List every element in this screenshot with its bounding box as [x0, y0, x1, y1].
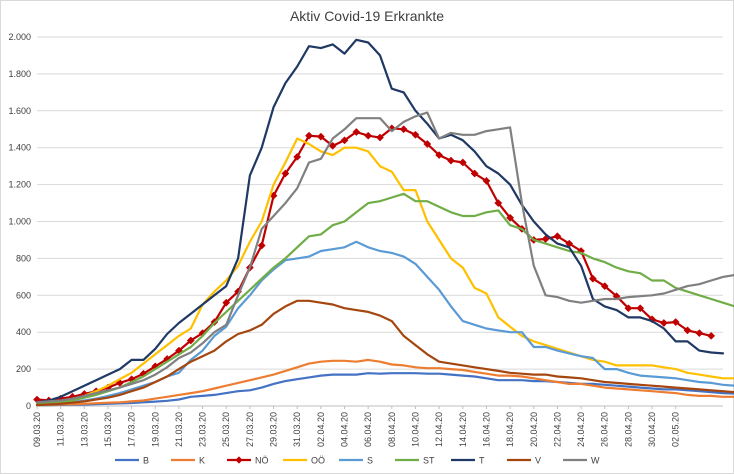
x-tick-label: 06.04.20	[363, 412, 373, 447]
y-tick-label: 800	[16, 253, 31, 263]
legend-label-S: S	[367, 456, 373, 466]
y-tick-label: 0	[26, 401, 31, 411]
series-line-W	[35, 111, 734, 404]
x-tick-label: 02.05.20	[671, 412, 681, 447]
legend-label-OÖ: OÖ	[311, 456, 325, 466]
y-tick-label: 200	[16, 364, 31, 374]
data-point-NÖ	[553, 232, 562, 241]
x-tick-label: 17.03.20	[127, 412, 137, 447]
data-point-NÖ	[624, 304, 633, 313]
data-point-NÖ	[293, 152, 302, 161]
data-point-NÖ	[376, 133, 384, 142]
y-tick-label: 1.800	[8, 69, 31, 79]
series-line-OÖ	[35, 137, 734, 406]
x-tick-label: 21.03.20	[174, 412, 184, 447]
chart-title: Aktiv Covid-19 Erkrankte	[289, 8, 445, 24]
x-tick-label: 04.04.20	[340, 412, 350, 447]
data-point-NÖ	[659, 319, 668, 327]
data-point-NÖ	[494, 199, 503, 208]
x-tick-label: 02.04.20	[316, 412, 326, 447]
data-point-NÖ	[636, 304, 645, 313]
data-point-NÖ	[482, 176, 491, 185]
y-axis: 0 200 400 600 800 1.000 1.200 1.400 1.600 1.800 2.…	[8, 32, 31, 411]
legend-label-K: K	[199, 456, 205, 466]
data-point-NÖ	[447, 156, 455, 165]
x-axis: 09.03.20 11.03.20 13.03.20 15.03.20 17.03.20…	[32, 406, 681, 447]
data-point-NÖ	[648, 315, 656, 324]
x-tick-label: 11.03.20	[56, 412, 66, 446]
x-tick-label: 20.04.20	[529, 412, 539, 447]
y-tick-label: 1.400	[8, 143, 31, 153]
legend-marker-NÖ	[235, 456, 243, 464]
x-tick-label: 29.03.20	[269, 412, 279, 447]
x-tick-label: 09.03.20	[32, 412, 42, 447]
legend-label-ST: ST	[423, 456, 435, 466]
data-point-NÖ	[506, 213, 515, 222]
data-point-NÖ	[423, 140, 432, 148]
legend-label-W: W	[591, 456, 600, 466]
y-tick-label: 400	[16, 327, 31, 337]
data-point-NÖ	[364, 131, 373, 140]
x-tick-label: 19.03.20	[150, 412, 160, 447]
x-tick-label: 10.04.20	[410, 412, 420, 447]
series-line-NÖ	[35, 127, 713, 402]
y-tick-label: 1.600	[8, 106, 31, 116]
data-point-NÖ	[435, 151, 444, 160]
data-point-NÖ	[316, 132, 325, 141]
x-tick-label: 24.04.20	[576, 412, 586, 447]
data-point-NÖ	[411, 130, 420, 139]
x-tick-label: 25.03.20	[221, 412, 231, 447]
gridlines	[37, 36, 723, 407]
x-tick-label: 18.04.20	[505, 412, 515, 447]
data-point-NÖ	[707, 331, 716, 340]
data-point-NÖ	[305, 131, 313, 140]
data-point-NÖ	[600, 282, 609, 291]
y-tick-label: 2.000	[8, 32, 31, 42]
legend-label-V: V	[535, 456, 541, 466]
x-tick-label: 14.04.20	[458, 412, 468, 447]
data-point-NÖ	[257, 241, 266, 250]
legend-label-B: B	[143, 456, 149, 466]
x-tick-label: 15.03.20	[103, 412, 113, 447]
x-tick-label: 28.04.20	[623, 412, 633, 447]
series-line-V	[35, 299, 734, 407]
series-line-K	[35, 358, 734, 407]
data-point-NÖ	[186, 336, 195, 345]
data-point-NÖ	[281, 169, 290, 178]
x-tick-label: 16.04.20	[481, 412, 491, 447]
data-point-NÖ	[458, 158, 467, 167]
x-tick-label: 27.03.20	[245, 412, 255, 447]
y-tick-label: 600	[16, 290, 31, 300]
x-tick-label: 13.03.20	[79, 412, 89, 447]
x-tick-label: 30.04.20	[647, 412, 657, 447]
data-point-NÖ	[399, 125, 408, 134]
data-point-NÖ	[222, 298, 231, 307]
data-point-NÖ	[352, 128, 361, 136]
series-line-T	[35, 38, 725, 404]
data-point-NÖ	[470, 169, 479, 178]
series-line-ST	[35, 192, 734, 406]
data-point-NÖ	[340, 136, 349, 145]
legend-label-T: T	[479, 456, 485, 466]
y-tick-label: 1.000	[8, 217, 31, 227]
x-tick-label: 31.03.20	[292, 412, 302, 447]
data-point-NÖ	[683, 326, 692, 335]
x-tick-label: 08.04.20	[387, 412, 397, 447]
x-tick-label: 26.04.20	[600, 412, 610, 447]
series-lines	[33, 38, 734, 407]
legend-label-NÖ: NÖ	[255, 456, 269, 466]
data-point-NÖ	[671, 318, 680, 327]
legend: B K NÖ OÖ S ST T V W	[115, 456, 600, 466]
data-point-NÖ	[588, 274, 597, 283]
x-tick-label: 22.04.20	[552, 412, 562, 447]
x-tick-label: 12.04.20	[434, 412, 444, 447]
series-line-B	[35, 372, 734, 407]
x-tick-label: 23.03.20	[198, 412, 208, 447]
data-point-NÖ	[695, 329, 704, 338]
y-tick-label: 1.200	[8, 180, 31, 190]
